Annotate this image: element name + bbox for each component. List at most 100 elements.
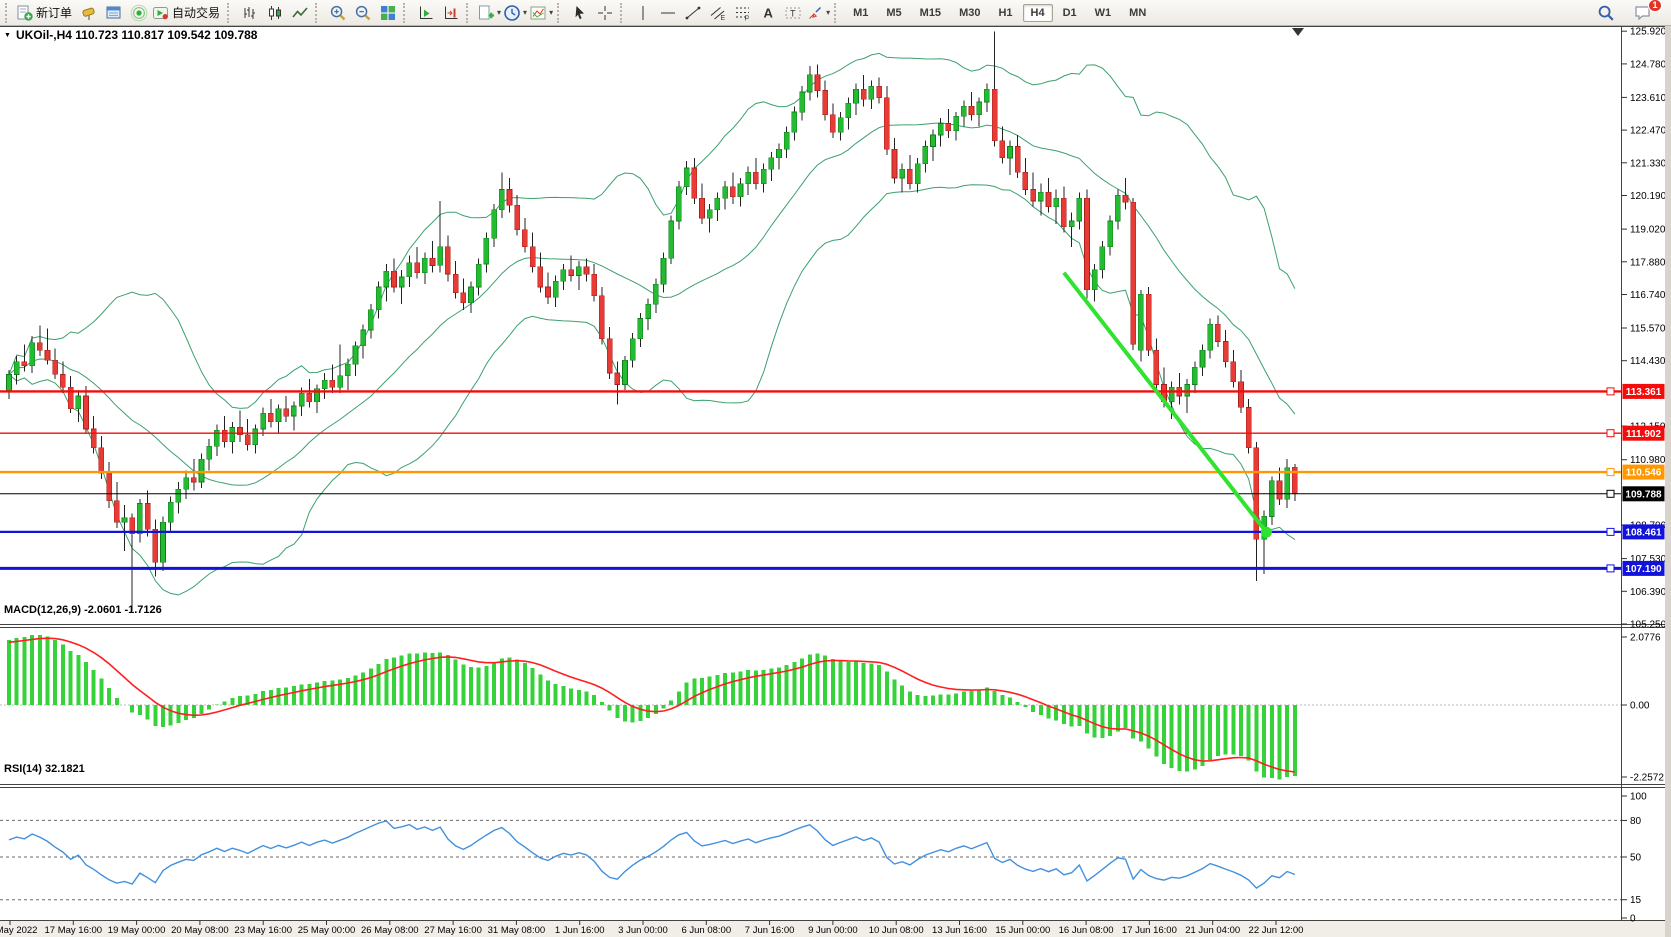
auto-scroll-button[interactable]: [414, 2, 437, 24]
macd-signal-line[interactable]: [8, 637, 1296, 773]
market-window-icon: [106, 6, 121, 18]
toolbar-grip[interactable]: [315, 2, 321, 23]
templates-icon: [530, 6, 546, 19]
autotrade-button[interactable]: 自动交易: [152, 2, 223, 24]
horizontal-line-111.902[interactable]: [0, 429, 1621, 438]
timeframe-h1-button[interactable]: H1: [998, 6, 1013, 19]
tile-windows-button[interactable]: [376, 2, 399, 24]
svg-text:19 May 00:00: 19 May 00:00: [108, 925, 166, 936]
text-label-button[interactable]: T: [781, 2, 804, 24]
crosshair-button[interactable]: [593, 2, 616, 24]
periods-button[interactable]: ▾: [503, 2, 527, 24]
autotrade-icon: [153, 6, 169, 19]
macd-histogram[interactable]: [7, 635, 1297, 780]
new-order-button[interactable]: 新订单: [16, 2, 75, 24]
button-label: 自动交易: [172, 6, 221, 20]
timeframe-h4-button[interactable]: H4: [1022, 3, 1053, 22]
horizontal-line-109.788[interactable]: [0, 489, 1621, 498]
indicators-icon: [479, 5, 495, 19]
chat-button[interactable]: 1: [1631, 0, 1662, 24]
vline-button[interactable]: [631, 2, 654, 24]
templates-button[interactable]: ▾: [529, 2, 553, 24]
market-window-button[interactable]: [102, 2, 125, 24]
cursor-button[interactable]: [568, 2, 591, 24]
panel-borders: [0, 26, 1671, 921]
symbol-dropdown-icon[interactable]: ▼: [4, 31, 11, 39]
trendline-icon: [685, 6, 700, 19]
svg-text:107.190: 107.190: [1625, 564, 1662, 575]
svg-text:23 May 16:00: 23 May 16:00: [234, 925, 292, 936]
new-order-icon: [17, 5, 33, 21]
price-axis[interactable]: 125.920 124.780 123.610 122.470 121.330 120.1…: [1621, 27, 1667, 631]
time-axis-strip[interactable]: [0, 920, 1671, 937]
zoom-in-button[interactable]: [326, 2, 349, 24]
svg-text:106.390: 106.390: [1630, 587, 1667, 598]
price-chart[interactable]: 125.920 124.780 123.610 122.470 121.330 120.1…: [0, 26, 1671, 937]
styler-button[interactable]: [77, 2, 100, 24]
toolbar-grip[interactable]: [466, 2, 472, 23]
horizontal-line-110.546[interactable]: [0, 468, 1621, 477]
price-label-111.902: 111.902: [1622, 425, 1665, 441]
timeframe-w1-button[interactable]: W1: [1094, 6, 1112, 19]
macd-label: MACD(12,26,9) -2.0601 -1.7126: [4, 604, 162, 616]
svg-text:119.020: 119.020: [1630, 225, 1666, 236]
line-chart-button[interactable]: [288, 2, 311, 24]
rsi-line[interactable]: [8, 820, 1296, 890]
time-axis[interactable]: 16 May 2022 17 May 16:00 19 May 00:00 20 Ma…: [0, 920, 1304, 937]
toolbar-grip[interactable]: [403, 2, 409, 23]
price-label-110.546: 110.546: [1622, 464, 1665, 480]
timeframe-m30-button[interactable]: M30: [959, 6, 981, 19]
toolbar-grip[interactable]: [227, 2, 233, 23]
bar-chart-button[interactable]: [238, 2, 261, 24]
crosshair-icon: [597, 5, 612, 20]
chevron-down-icon[interactable]: ▾: [549, 8, 554, 17]
toolbar-grip[interactable]: [5, 2, 11, 23]
chevron-down-icon[interactable]: ▾: [523, 8, 528, 17]
indicators-button[interactable]: ▾: [477, 2, 501, 24]
search-button[interactable]: [1594, 2, 1617, 24]
timeframe-mn-button[interactable]: MN: [1129, 6, 1147, 19]
timeframe-m1-button[interactable]: M1: [853, 6, 869, 19]
svg-text:17 Jun 16:00: 17 Jun 16:00: [1122, 925, 1177, 936]
shapes-button[interactable]: ▾: [806, 2, 830, 24]
chart-shift-button[interactable]: [439, 2, 462, 24]
price-label-109.788: 109.788: [1622, 486, 1665, 502]
candle-chart-button[interactable]: [263, 2, 286, 24]
svg-text:110.546: 110.546: [1626, 468, 1662, 479]
fibonacci-icon: F: [735, 7, 749, 22]
svg-text:105.250: 105.250: [1630, 620, 1667, 631]
toolbar-grip[interactable]: [620, 2, 626, 23]
trendline-button[interactable]: [681, 2, 704, 24]
horizontal-line-107.190[interactable]: [0, 564, 1621, 573]
toolbar-grip[interactable]: [557, 2, 563, 23]
zoom-out-button[interactable]: [351, 2, 374, 24]
shapes-icon: [809, 6, 822, 19]
price-label-107.190: 107.190: [1622, 560, 1665, 576]
chevron-down-icon[interactable]: ▾: [497, 8, 502, 17]
chevron-down-icon[interactable]: ▾: [826, 8, 831, 17]
channel-icon: E: [710, 6, 725, 22]
line-chart-icon: [291, 6, 308, 18]
zoom-out-icon: [355, 5, 370, 20]
signals-button[interactable]: [127, 2, 150, 24]
hline-button[interactable]: [656, 2, 679, 24]
svg-text:122.470: 122.470: [1630, 126, 1667, 137]
horizontal-line-113.361[interactable]: [0, 387, 1621, 396]
bar-chart-icon: [244, 6, 255, 19]
svg-text:7 Jun 16:00: 7 Jun 16:00: [745, 925, 795, 936]
text-button[interactable]: A: [756, 2, 779, 24]
timeframe-d1-button[interactable]: D1: [1062, 6, 1077, 19]
timeframe-m15-button[interactable]: M15: [919, 6, 942, 19]
trendline[interactable]: [1062, 271, 1272, 538]
notification-badge: 1: [1647, 0, 1662, 12]
horizontal-line-icon: [660, 12, 675, 13]
toolbar-grip[interactable]: [834, 2, 840, 23]
fibonacci-button[interactable]: F: [731, 2, 754, 24]
svg-text:22 Jun 12:00: 22 Jun 12:00: [1249, 925, 1304, 936]
timeframe-m5-button[interactable]: M5: [886, 6, 902, 19]
search-icon: [1598, 5, 1614, 21]
horizontal-line-108.461[interactable]: [0, 527, 1621, 536]
svg-text:125.920: 125.920: [1630, 27, 1667, 38]
svg-text:115.570: 115.570: [1630, 324, 1666, 335]
channel-button[interactable]: E: [706, 2, 729, 24]
